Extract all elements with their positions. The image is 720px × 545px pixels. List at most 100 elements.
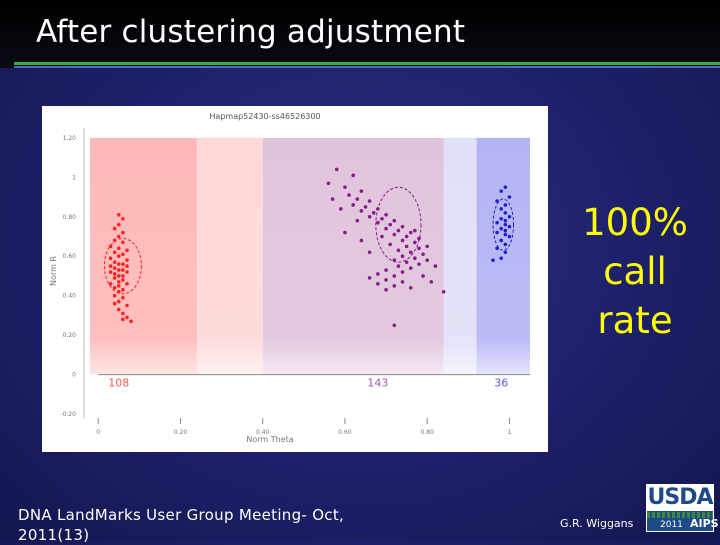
data-point-aa: [129, 319, 133, 324]
data-point-aa: [108, 244, 113, 249]
x-axis-label: Norm Theta: [246, 435, 293, 444]
data-point-aa: [121, 287, 125, 292]
data-point-ab: [425, 258, 429, 262]
data-point-ab: [421, 252, 425, 257]
data-point-ab: [367, 250, 372, 255]
data-point-bb: [503, 203, 508, 207]
data-point-ab: [396, 248, 401, 253]
y-tick-label: 0.40: [63, 293, 77, 300]
cluster-count-aa: 108: [108, 377, 129, 390]
data-point-ab: [413, 256, 417, 261]
data-point-ab: [376, 207, 380, 211]
x-tick-label: 0: [96, 429, 100, 436]
x-tick-label: 1: [508, 429, 512, 436]
title-divider-blue: [14, 66, 720, 68]
y-tick-label: 0.80: [63, 214, 77, 221]
data-point-aa: [121, 274, 125, 278]
data-point-bb: [503, 185, 508, 189]
data-point-aa: [116, 280, 121, 284]
data-point-bb: [499, 238, 504, 243]
data-point-aa: [121, 252, 125, 257]
y-tick-label: 1.20: [63, 135, 77, 142]
data-point-ab: [376, 220, 380, 225]
data-point-ab: [400, 224, 405, 229]
cluster-count-bb: 36: [494, 377, 508, 390]
data-point-aa: [125, 282, 129, 286]
logo-aips-mark: AIPS: [690, 517, 719, 530]
y-tick-label: -0.20: [60, 411, 76, 418]
data-point-ab: [388, 222, 392, 227]
data-point-aa: [112, 226, 117, 231]
data-point-aa: [116, 222, 121, 227]
data-point-ab: [359, 189, 364, 193]
x-tick-label: 0.40: [256, 429, 270, 436]
data-point-aa: [116, 284, 121, 288]
data-point-aa: [125, 303, 129, 308]
data-point-aa: [121, 295, 125, 300]
title-bar: [0, 0, 720, 68]
footer-author: G.R. Wiggans: [560, 517, 634, 530]
slide-title: After clustering adjustment: [36, 14, 466, 50]
data-point-aa: [116, 246, 121, 251]
cluster-region-bb: [476, 137, 530, 375]
data-point-bb: [499, 189, 504, 193]
data-point-ab: [384, 226, 388, 231]
cluster-ellipse-ab: [375, 186, 422, 263]
y-tick-label: 1: [72, 174, 76, 181]
data-point-ab: [367, 214, 372, 219]
data-point-aa: [108, 282, 113, 286]
data-point-ab: [421, 274, 425, 278]
data-point-ab: [359, 238, 364, 243]
data-point-ab: [392, 232, 397, 237]
data-point-aa: [112, 285, 117, 290]
data-point-aa: [116, 262, 121, 266]
data-point-aa: [125, 248, 129, 253]
data-point-ab: [355, 218, 360, 223]
cluster-region-aa: [90, 137, 197, 375]
call-rate-line-2: call: [603, 250, 667, 293]
data-point-ab: [359, 209, 364, 213]
data-point-ab: [413, 228, 417, 233]
data-point-ab: [339, 207, 343, 211]
data-point-ab: [388, 242, 392, 247]
data-point-aa: [116, 234, 121, 239]
genotype-cluster-chart: 0 0.20 0.40 0.60 0.80 1 -0.20 0 0.20 0.40 0.60 0.80…: [42, 106, 548, 452]
y-tick-label: 0.60: [63, 253, 77, 260]
data-point-aa: [121, 278, 125, 282]
data-point-aa: [112, 272, 117, 276]
data-point-ab: [392, 218, 397, 223]
data-point-ab: [351, 203, 355, 207]
data-point-bb: [495, 199, 499, 203]
title-divider-green: [14, 62, 720, 65]
data-point-ab: [400, 238, 405, 243]
data-point-bb: [499, 207, 504, 211]
usda-logo-text: USDA: [647, 485, 714, 510]
call-rate-line-1: 100%: [582, 201, 688, 244]
data-point-aa: [121, 317, 125, 322]
data-point-ab: [326, 181, 331, 186]
data-point-ab: [392, 323, 397, 328]
data-point-aa: [121, 230, 125, 235]
data-point-aa: [116, 213, 121, 217]
data-point-ab: [417, 262, 421, 266]
cluster-region-aa-fade: [196, 137, 263, 375]
y-tick-label: 0: [72, 372, 76, 379]
data-point-ab: [396, 228, 401, 233]
x-tick-label: 0.20: [174, 429, 188, 436]
data-point-bb: [503, 242, 508, 247]
logo-year: 2011: [660, 520, 683, 530]
data-point-bb: [499, 216, 504, 221]
data-point-aa: [108, 264, 113, 268]
data-point-aa: [125, 264, 129, 268]
data-point-bb: [507, 234, 512, 239]
data-point-ab: [400, 280, 405, 284]
data-point-ab: [441, 289, 446, 294]
data-point-aa: [125, 270, 129, 274]
data-point-bb: [507, 214, 512, 219]
usda-logo-field-icon: [647, 512, 713, 518]
data-point-aa: [116, 274, 121, 278]
data-point-aa: [121, 311, 125, 316]
data-point-ab: [384, 268, 388, 272]
data-point-aa: [108, 256, 113, 261]
data-point-ab: [367, 199, 372, 203]
